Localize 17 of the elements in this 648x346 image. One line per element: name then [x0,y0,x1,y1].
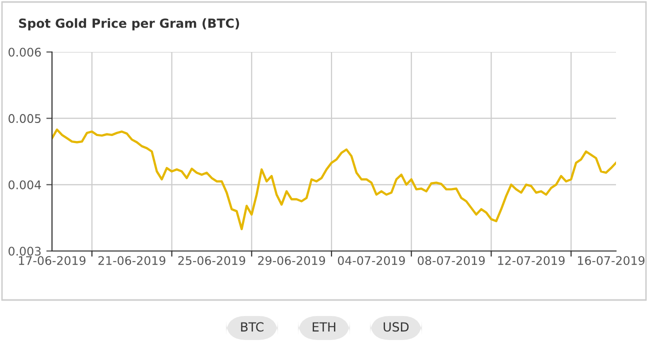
chart-title: Spot Gold Price per Gram (BTC) [19,18,240,30]
x-tick-label: 12-07-2019 [498,256,565,265]
text: USD [384,322,409,332]
y-tick-label: 0.005 [8,114,41,123]
y-tick-label: 0.004 [8,180,41,190]
text: ETH [312,322,336,332]
x-tick-label: 04-07-2019 [338,256,405,265]
y-tick-label: 0.006 [8,48,41,57]
x-tick-label: 17-06-2019 [18,256,86,265]
x-tick-label: 29-06-2019 [258,256,326,265]
x-tick-label: 21-06-2019 [98,256,166,265]
y-tick-label: 0.003 [8,246,41,256]
x-tick-label: 25-06-2019 [178,256,246,265]
x-tick-label: 08-07-2019 [418,256,485,265]
text: BTC [241,322,264,332]
x-tick-label: 16-07-2019 [578,256,644,265]
line-series [52,128,616,230]
